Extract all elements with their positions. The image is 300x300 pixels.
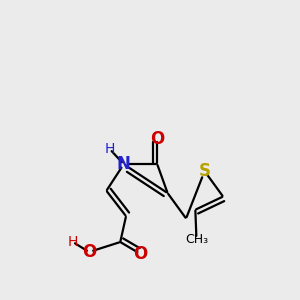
Text: S: S bbox=[199, 162, 211, 180]
Text: O: O bbox=[133, 244, 147, 262]
Text: N: N bbox=[117, 155, 131, 173]
Text: O: O bbox=[150, 130, 164, 148]
Text: H: H bbox=[105, 142, 115, 156]
Text: CH₃: CH₃ bbox=[185, 233, 208, 246]
Text: H: H bbox=[68, 235, 78, 249]
Text: O: O bbox=[82, 243, 96, 261]
